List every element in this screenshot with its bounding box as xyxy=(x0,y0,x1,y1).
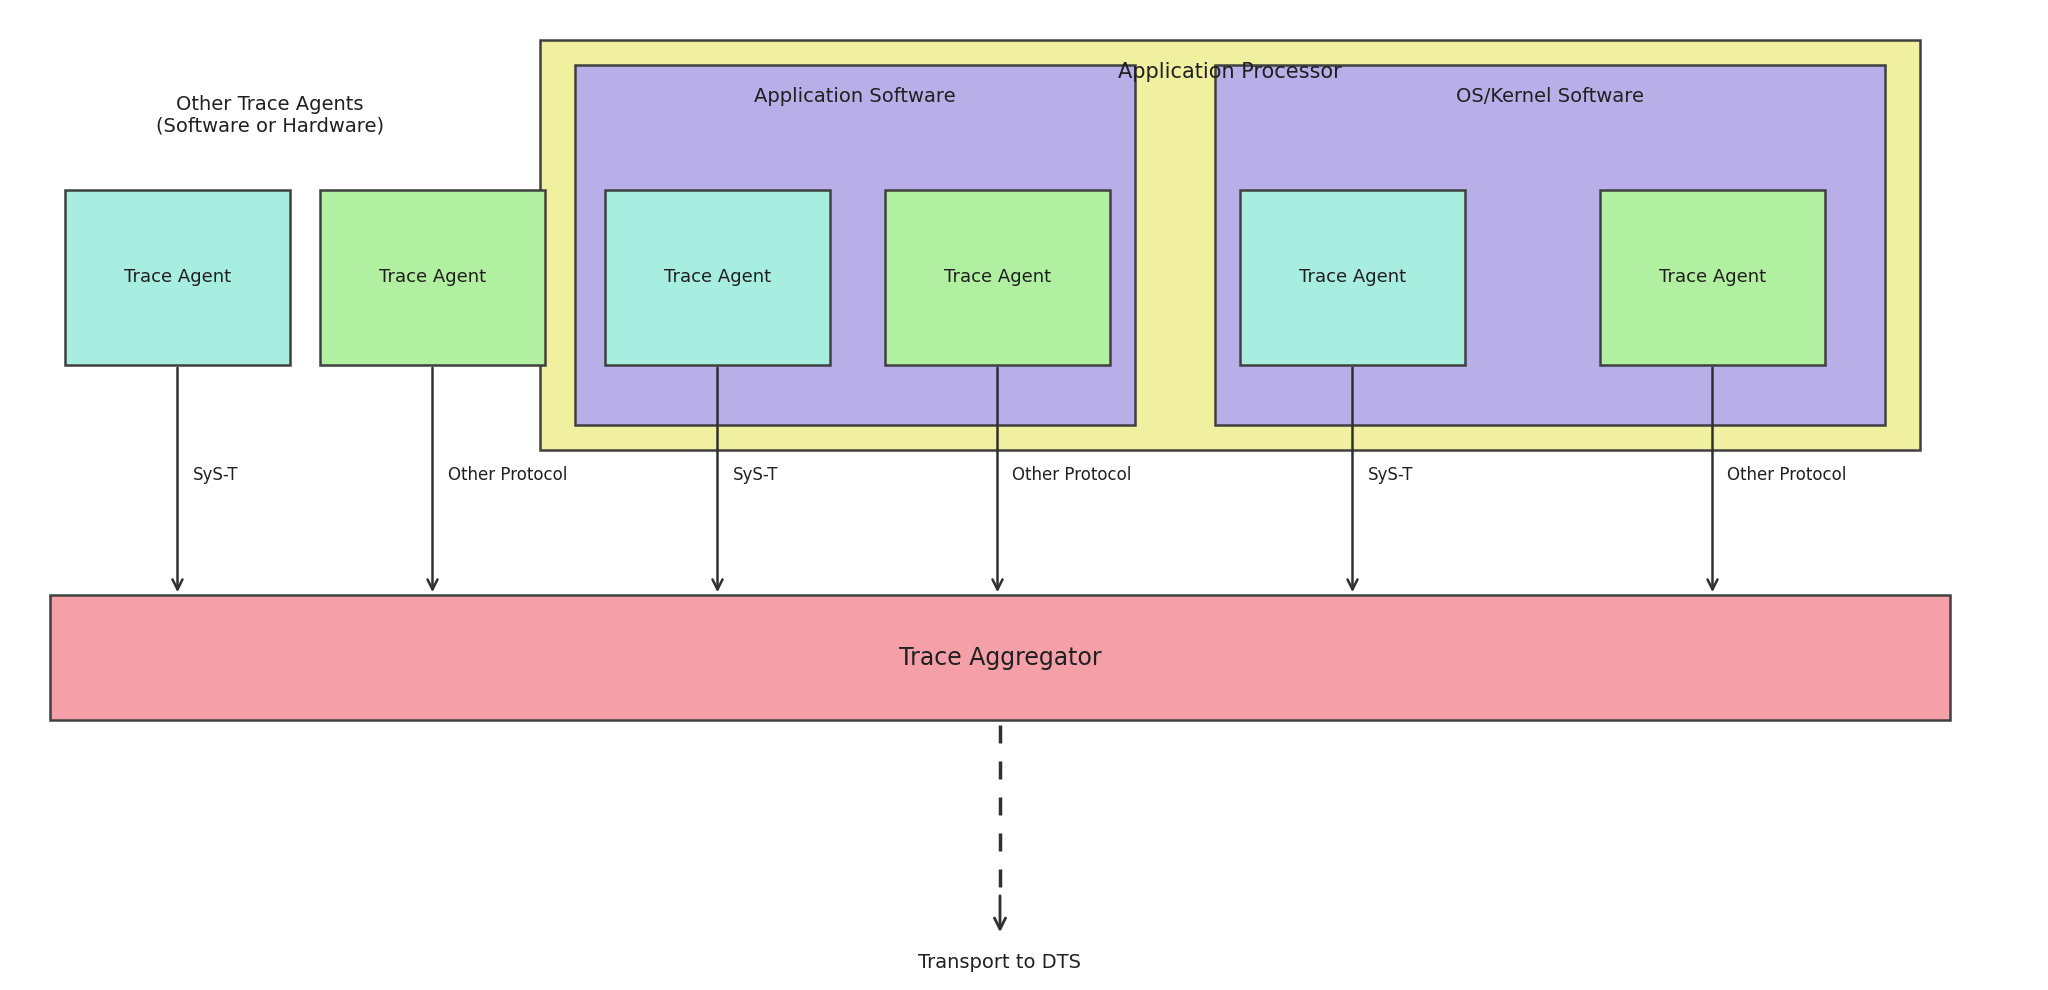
Text: Trace Agent: Trace Agent xyxy=(125,268,231,286)
Text: SyS-T: SyS-T xyxy=(733,466,778,484)
Text: Transport to DTS: Transport to DTS xyxy=(918,953,1081,972)
Text: Other Protocol: Other Protocol xyxy=(1729,466,1847,484)
FancyBboxPatch shape xyxy=(49,595,1950,720)
FancyBboxPatch shape xyxy=(604,190,829,365)
Text: SyS-T: SyS-T xyxy=(1368,466,1413,484)
Text: Other Protocol: Other Protocol xyxy=(1012,466,1133,484)
FancyBboxPatch shape xyxy=(319,190,545,365)
Text: SyS-T: SyS-T xyxy=(193,466,238,484)
Text: Trace Agent: Trace Agent xyxy=(379,268,485,286)
FancyBboxPatch shape xyxy=(1214,65,1884,425)
Text: Trace Agent: Trace Agent xyxy=(664,268,770,286)
FancyBboxPatch shape xyxy=(1239,190,1464,365)
Text: Trace Aggregator: Trace Aggregator xyxy=(899,645,1102,669)
FancyBboxPatch shape xyxy=(541,40,1921,450)
Text: Application Processor: Application Processor xyxy=(1118,62,1341,82)
FancyBboxPatch shape xyxy=(885,190,1110,365)
Text: Trace Agent: Trace Agent xyxy=(1298,268,1407,286)
Text: Other Trace Agents
(Software or Hardware): Other Trace Agents (Software or Hardware… xyxy=(156,94,385,136)
FancyBboxPatch shape xyxy=(575,65,1135,425)
FancyBboxPatch shape xyxy=(66,190,291,365)
Text: Trace Agent: Trace Agent xyxy=(1659,268,1765,286)
FancyBboxPatch shape xyxy=(1599,190,1825,365)
Text: Trace Agent: Trace Agent xyxy=(944,268,1051,286)
Text: OS/Kernel Software: OS/Kernel Software xyxy=(1456,87,1645,107)
Text: Application Software: Application Software xyxy=(754,87,956,107)
Text: Other Protocol: Other Protocol xyxy=(449,466,567,484)
